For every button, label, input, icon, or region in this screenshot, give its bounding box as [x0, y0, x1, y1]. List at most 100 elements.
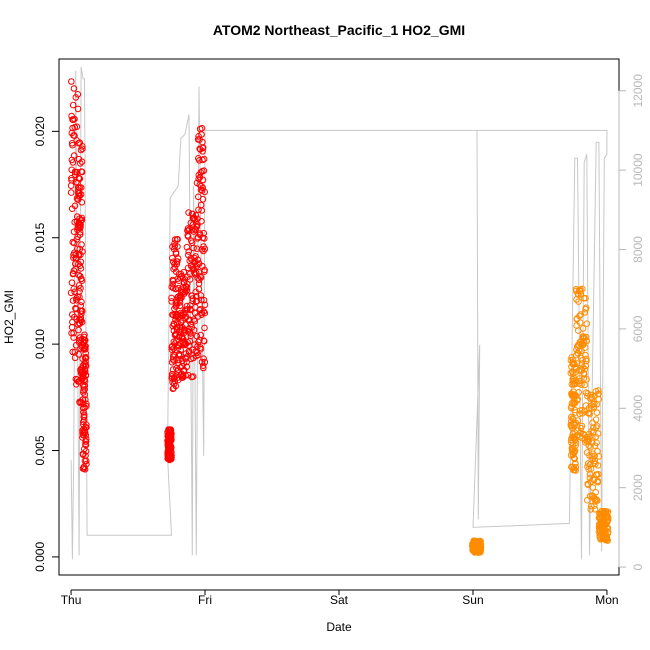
x-axis-label: Date [326, 620, 352, 634]
data-point [477, 543, 485, 551]
data-point [192, 253, 199, 260]
data-point [182, 372, 189, 379]
data-point [198, 218, 205, 225]
data-point [172, 382, 180, 390]
data-point [595, 453, 603, 460]
data-point [583, 337, 591, 345]
data-point [201, 301, 209, 309]
altitude-line-layer [70, 66, 608, 560]
data-point [81, 391, 89, 399]
data-point [171, 264, 179, 271]
x-tick-label: Sat [330, 593, 349, 607]
data-point [82, 345, 89, 353]
data-point [67, 289, 75, 297]
data-point [83, 400, 90, 408]
data-point [80, 413, 88, 421]
data-point [187, 330, 194, 337]
data-point [581, 381, 589, 389]
data-point [171, 374, 178, 382]
data-point [83, 421, 90, 429]
data-point [82, 342, 89, 350]
data-point [594, 462, 602, 469]
data-point [77, 314, 85, 321]
data-point [81, 382, 89, 389]
data-point [581, 344, 589, 351]
data-point [591, 457, 599, 465]
data-point [569, 448, 576, 456]
series-2 [469, 285, 612, 556]
y2-tick-label: 12000 [631, 74, 645, 108]
data-point [593, 496, 600, 503]
data-point [182, 340, 190, 348]
data-point [199, 144, 207, 151]
y2-tick-label: 8000 [631, 236, 645, 263]
data-point [78, 214, 86, 222]
data-point [78, 241, 85, 248]
data-point [575, 347, 583, 355]
data-point [168, 454, 175, 461]
data-point [183, 243, 191, 251]
data-point [173, 310, 181, 318]
data-point [593, 409, 601, 417]
data-point [201, 309, 209, 317]
plot-frame [58, 58, 620, 576]
data-point [583, 357, 590, 365]
data-point [198, 124, 206, 132]
data-point [199, 176, 207, 184]
data-point [604, 537, 612, 544]
data-point [580, 375, 588, 382]
data-point [578, 422, 586, 430]
data-point [580, 370, 588, 378]
data-point [78, 307, 86, 315]
data-point [595, 395, 603, 403]
data-point [78, 310, 85, 318]
data-point [68, 279, 76, 287]
data-point [593, 422, 601, 430]
x-tick-label: Fri [198, 593, 212, 607]
data-point [72, 305, 79, 312]
data-point [183, 363, 191, 371]
data-point [582, 351, 589, 359]
data-point [591, 506, 599, 513]
data-point [70, 285, 78, 293]
data-point [70, 329, 77, 337]
data-point [595, 387, 602, 394]
y2-tick-label: 6000 [631, 315, 645, 342]
data-point [68, 78, 75, 85]
data-point [189, 297, 196, 305]
data-point [197, 274, 205, 281]
data-point [82, 457, 90, 465]
data-point [197, 186, 205, 194]
data-point [572, 439, 580, 447]
data-point [168, 298, 175, 305]
data-point [82, 362, 90, 370]
data-point [591, 452, 599, 460]
data-point [67, 182, 75, 189]
data-point [197, 273, 204, 280]
data-point [192, 212, 200, 219]
data-point [189, 210, 197, 218]
data-point [576, 375, 583, 382]
data-point [582, 295, 589, 302]
data-point [590, 476, 598, 484]
data-point [77, 284, 84, 292]
data-point [592, 416, 600, 423]
y2-tick-label: 0 [631, 563, 645, 570]
data-point [71, 288, 78, 296]
data-point [77, 160, 84, 167]
data-point [187, 306, 194, 314]
data-point [170, 338, 178, 346]
data-point [71, 354, 79, 362]
data-point [76, 231, 84, 238]
data-point [82, 349, 89, 357]
data-point [595, 471, 602, 478]
data-point [78, 298, 85, 306]
data-point [579, 285, 586, 293]
data-point [82, 448, 90, 455]
data-point [583, 376, 590, 383]
y-axis-right: 0 2000 4000 6000 8000 10000 12000 [618, 74, 645, 570]
data-point [594, 497, 601, 504]
data-point [69, 297, 77, 304]
data-point [197, 331, 204, 339]
y2-tick-label: 4000 [631, 395, 645, 422]
